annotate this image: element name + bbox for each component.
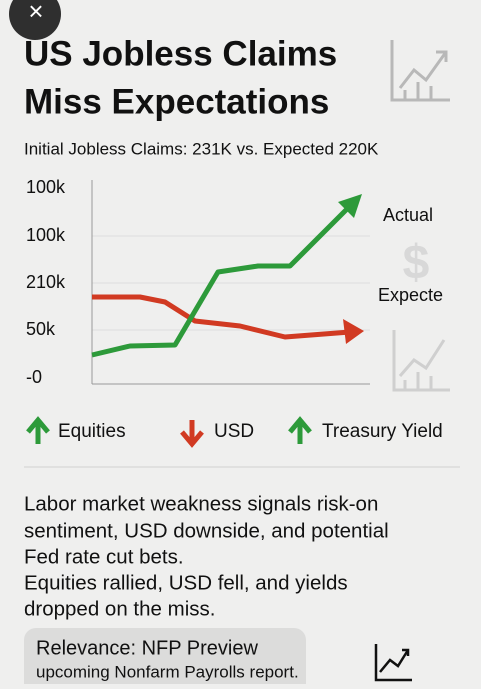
title-line: Miss Expectations <box>24 82 329 121</box>
body-line: Equities rallied, USD fell, and yields <box>24 571 348 594</box>
faint-chart-icon <box>392 330 450 392</box>
axis-labels: 100k 100k 210k 50k -0 <box>26 177 66 387</box>
grid <box>92 235 370 331</box>
body-line: sentiment, USD downside, and potential <box>24 519 389 542</box>
expected-label: Expecte <box>378 285 443 305</box>
down-arrow <box>180 420 204 448</box>
legend-label: USD <box>214 421 254 442</box>
body-line: Labor market weakness signals risk-on <box>24 492 378 515</box>
relevance-box <box>24 628 306 689</box>
actual-label: Actual <box>383 205 433 225</box>
close-icon[interactable]: × <box>28 0 43 26</box>
legend-label: Equities <box>58 421 126 442</box>
body-line: dropped on the miss. <box>24 597 215 620</box>
up-arrow <box>288 416 312 444</box>
legend: Equities USD Treasury Yield <box>26 416 443 448</box>
title-line: US Jobless Claims <box>24 34 337 73</box>
subtitle: Initial Jobless Claims: 231K vs. Expecte… <box>24 139 379 158</box>
expected-line <box>92 294 351 340</box>
relevance-icon <box>374 644 412 682</box>
close-button[interactable] <box>9 0 61 40</box>
dollar-icon: $ <box>403 237 430 290</box>
expected-arrow <box>343 319 364 344</box>
relevance-text: upcoming Nonfarm Payrolls report. <box>36 662 299 681</box>
body-line: Fed rate cut bets. <box>24 545 184 568</box>
relevance-title: Relevance: NFP Preview <box>36 637 259 659</box>
axis-label: 100k <box>26 225 66 245</box>
axis-label: 100k <box>26 177 66 197</box>
actual-line <box>91 204 352 358</box>
chart-icon <box>390 40 450 102</box>
axis-label: -0 <box>26 367 42 387</box>
axis-label: 210k <box>26 272 66 292</box>
up-arrow <box>26 416 50 444</box>
axis-label: 50k <box>26 319 56 339</box>
body-text: Labor market weakness signals risk-on se… <box>24 492 389 620</box>
actual-arrow <box>338 194 362 218</box>
legend-label: Treasury Yield <box>322 421 443 442</box>
